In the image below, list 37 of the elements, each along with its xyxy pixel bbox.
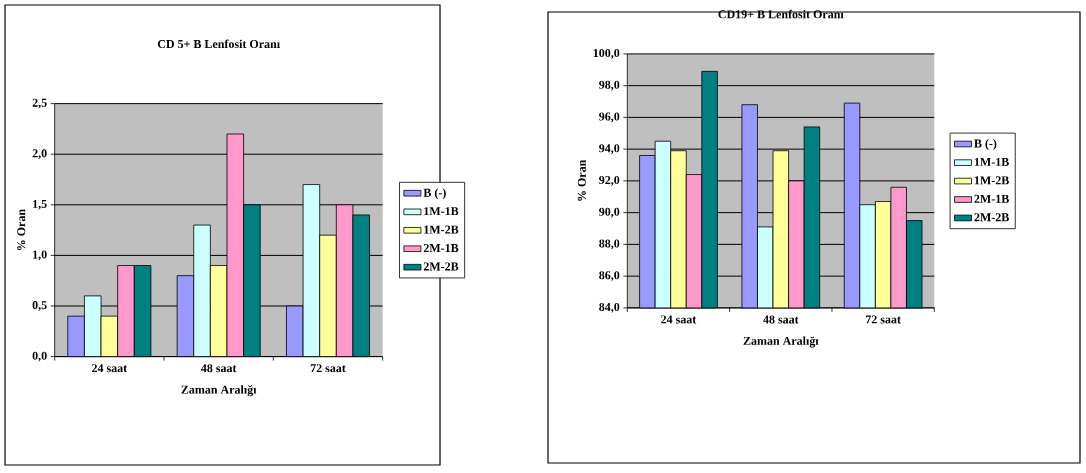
- x-tick-label: 24 saat: [661, 315, 697, 324]
- y-tick-label: 88,0: [599, 239, 620, 250]
- y-axis-title: % Oran: [17, 209, 26, 251]
- x-tick-label: 72 saat: [310, 364, 346, 373]
- legend-label: 1M-2B: [424, 225, 459, 234]
- y-tick-label: 2,5: [32, 98, 47, 109]
- y-tick-label: 90,0: [599, 207, 620, 218]
- y-tick-label: 98,0: [599, 80, 620, 91]
- chart-title: CD 5+ B Lenfosit Oranı: [157, 39, 280, 49]
- y-axis-title: % Oran: [577, 159, 586, 201]
- legend-label: 2M-2B: [974, 213, 1009, 222]
- legend-label: 2M-1B: [423, 244, 459, 252]
- chart-title: CD19+ B Lenfosit Oranı: [718, 9, 844, 19]
- x-tick-label: 48 saat: [201, 364, 237, 373]
- y-tick-label: 2,0: [32, 149, 47, 160]
- legend-label: 1M-2B: [974, 176, 1009, 185]
- x-tick-label: 72 saat: [865, 315, 901, 324]
- legend-label: B (-): [974, 139, 997, 150]
- y-tick-label: 92,0: [599, 175, 620, 186]
- y-tick-label: 86,0: [599, 271, 620, 282]
- y-tick-label: 96,0: [599, 112, 620, 123]
- x-tick-label: 24 saat: [92, 364, 128, 373]
- y-tick-label: 0,0: [32, 351, 47, 362]
- y-tick-label: 100,0: [593, 48, 620, 59]
- y-tick-label: 1,0: [33, 250, 47, 261]
- y-tick-label: 0,5: [32, 301, 47, 311]
- x-tick-label: 48 saat: [763, 315, 799, 324]
- legend-label: 2M-1B: [974, 194, 1009, 203]
- x-axis-title: Zaman Aralığı: [181, 385, 257, 397]
- legend-label: 1M-1B: [424, 207, 459, 216]
- legend-label: 2M-2B: [423, 262, 459, 271]
- y-tick-label: 84,0: [599, 302, 620, 313]
- y-tick-label: 94,0: [599, 144, 620, 155]
- x-axis-title: Zaman Aralığı: [743, 336, 819, 348]
- legend-label: 1M-1B: [974, 157, 1009, 166]
- legend-label: B (-): [423, 188, 446, 200]
- y-tick-label: 1,5: [33, 199, 47, 210]
